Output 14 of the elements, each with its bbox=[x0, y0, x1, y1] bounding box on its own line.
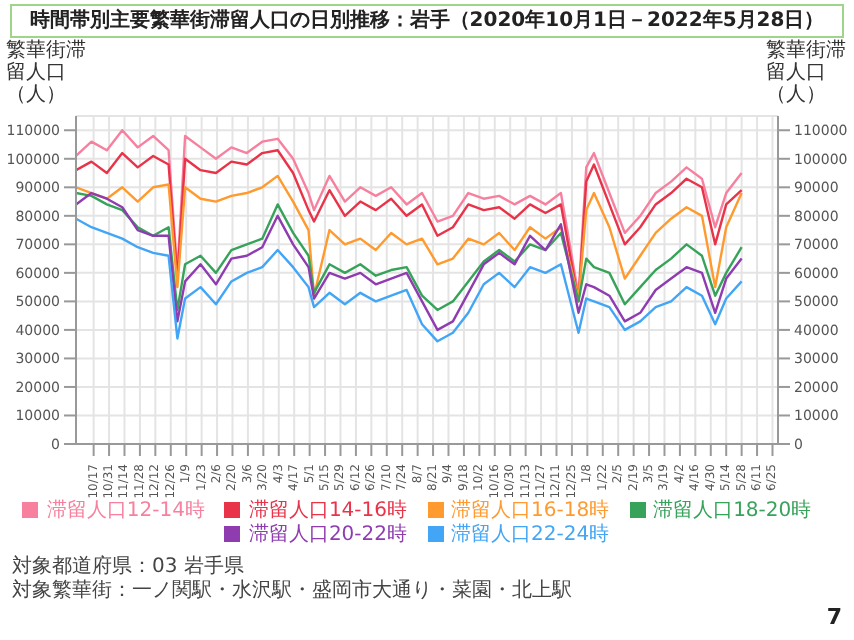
y-axis-title: 繁華街滞留人口（人） bbox=[6, 40, 88, 106]
text: 対象繁華街：一ノ関駅・水沢駅・盛岡市大通り・菜園・北上駅 bbox=[12, 580, 572, 604]
text: 7 bbox=[826, 604, 842, 630]
line-series bbox=[76, 174, 743, 300]
legend-label: 滞留人口14-16時 bbox=[248, 500, 407, 522]
legend-label: 滞留人口20-22時 bbox=[248, 524, 407, 546]
text: 対象都道府県：03 岩手県 bbox=[12, 556, 246, 579]
legend-label: 滞留人口12-14時 bbox=[46, 500, 205, 522]
chart-title: 時間帯別主要繁華街滞留人口の日別推移：岩手（2020年10月1日－2022年5月28日） bbox=[10, 4, 844, 38]
legend-label: 滞留人口22-24時 bbox=[451, 524, 610, 546]
line-series bbox=[76, 217, 743, 343]
legend-label: 滞留人口18-20時 bbox=[653, 500, 812, 522]
legend-label: 滞留人口16-18時 bbox=[451, 500, 610, 522]
y2-axis-title: 繁華街滞留人口（人） bbox=[766, 40, 848, 106]
